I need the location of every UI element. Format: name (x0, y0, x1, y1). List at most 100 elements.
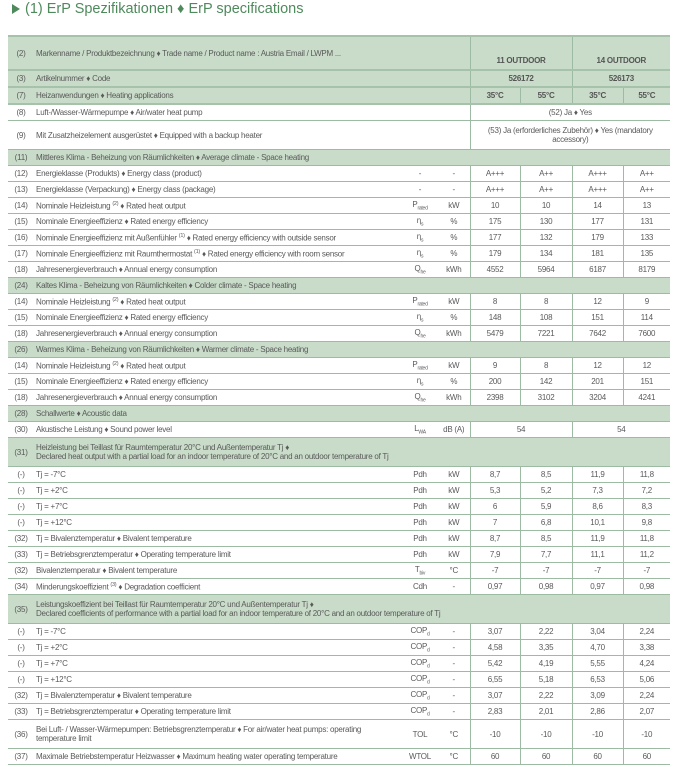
unit-cell: - (438, 687, 471, 704)
label-text: Mittleres Klima - Beheizung von Räumlich… (36, 153, 309, 162)
row-label: Bei Luft- / Wasser-Wärmepumpen: Betriebs… (34, 719, 402, 749)
row-number: (26) (8, 341, 34, 358)
label-text-en: ♦ Degradation coefficient (118, 582, 201, 592)
value-cell: 2,86 (571, 703, 624, 720)
symbol-cell: Qhe (402, 261, 438, 278)
unit-cell: °C (438, 748, 471, 765)
value-cell: 0,98 (519, 578, 573, 595)
row-number: (17) (8, 245, 34, 262)
value-cell: 7600 (622, 325, 671, 342)
symbol: - (418, 169, 422, 178)
footnote-ref: (1) (194, 248, 201, 255)
unit-cell: % (438, 309, 471, 326)
triangle-bullet-icon (12, 4, 20, 14)
label-line2: Declared heat output with a partial load… (36, 452, 389, 461)
label-text: Markenname / Produktbezeichnung ♦ Trade … (36, 48, 341, 58)
value-cell: 7221 (519, 325, 573, 342)
row-label: Tj = Betriebsgrenztemperatur ♦ Operating… (34, 546, 402, 563)
row-label: Mittleres Klima - Beheizung von Räumlich… (34, 149, 671, 166)
row-number: (33) (8, 546, 34, 563)
symbol-cell: TOL (402, 719, 438, 749)
symbol-subscript: d (427, 663, 430, 670)
value-cell: 35°C (571, 87, 624, 105)
row-label: Tj = +12°C (34, 514, 402, 531)
row-number: (14) (8, 293, 34, 310)
row-label: Warmes Klima - Beheizung von Räumlichkei… (34, 341, 671, 358)
value-cell: 8,3 (622, 498, 671, 515)
value-cell: 5479 (469, 325, 521, 342)
value-cell: 12 (571, 293, 624, 310)
symbol: COP (410, 625, 428, 635)
symbol: L (414, 423, 419, 433)
label-text: Maximale Betriebstemperatur Heizwasser ♦… (36, 752, 338, 761)
table-row: (32) Tj = Bivalenztemperatur ♦ Bivalent t… (8, 530, 671, 547)
value-cell: 8,7 (469, 530, 521, 547)
label-text: Nominale Energieeffizienz ♦ Rated energy… (36, 217, 209, 226)
value-cell: 0,97 (571, 578, 624, 595)
table-row: (18) Jahresenergieverbrauch ♦ Annual ener… (8, 325, 671, 342)
symbol-subscript: s (420, 317, 424, 324)
value-cell: 7,3 (571, 482, 624, 499)
value-cell: 181 (571, 245, 624, 262)
row-label: Jahresenergieverbrauch ♦ Annual energy c… (34, 389, 402, 406)
symbol-cell: Pdh (402, 482, 438, 499)
unit-cell: kW (438, 357, 471, 374)
symbol-cell: ηs (402, 213, 438, 230)
unit-cell: % (438, 229, 471, 246)
value-cell: 131 (622, 213, 671, 230)
value-cell: 142 (519, 373, 573, 390)
value-cell: 7642 (571, 325, 624, 342)
symbol-cell: ηs (402, 309, 438, 326)
value-cell: 114 (622, 309, 671, 326)
value-cell: 201 (571, 373, 624, 390)
value-cell: 8 (519, 293, 573, 310)
symbol-cell: COPd (402, 687, 438, 704)
value-cell: 60 (622, 748, 671, 765)
row-number: (2) (8, 36, 34, 71)
symbol-subscript: d (427, 647, 430, 654)
table-row: (18) Jahresenergieverbrauch ♦ Annual ener… (8, 389, 671, 406)
table-row: (16) Nominale Energieeffizienz mit Außenf… (8, 229, 671, 246)
row-label: Tj = +2°C (34, 482, 402, 499)
value-cell: 0,98 (622, 578, 671, 595)
unit-cell: kW (438, 514, 471, 531)
row-number: (-) (8, 466, 34, 483)
value-cell: 8179 (622, 261, 671, 278)
row-number: (18) (8, 389, 34, 406)
symbol: η (416, 375, 421, 385)
table-row: (-) Tj = -7°C Pdh kW 8,7 8,5 11,9 11,8 (8, 466, 671, 483)
symbol-subscript: d (427, 631, 430, 638)
row-label: Heizanwendungen ♦ Heating applications (34, 87, 471, 105)
row-number: (15) (8, 373, 34, 390)
section-row: (28) Schallwerte ♦ Acoustic data (8, 405, 671, 422)
symbol-cell: COPd (402, 623, 438, 640)
row-number: (-) (8, 655, 34, 672)
row-label: Akustische Leistung ♦ Sound power level (34, 421, 402, 438)
value-cell: 148 (469, 309, 521, 326)
value-cell: 8 (469, 293, 521, 310)
row-number: (12) (8, 165, 34, 182)
value-cell: 8,7 (469, 466, 521, 483)
symbol: Cdh (413, 582, 427, 591)
table-row: (14) Nominale Heizleistung (2) ♦ Rated he… (8, 357, 671, 374)
label-text-en: ♦ Rated energy efficiency with outside s… (186, 233, 336, 243)
symbol: Q (414, 327, 421, 337)
value-cell: 7,2 (622, 482, 671, 499)
row-label: Heizleistung bei Teillast für Raumtemper… (34, 437, 671, 467)
symbol-cell: Prated (402, 357, 438, 374)
value-cell: 11,1 (571, 546, 624, 563)
label-text: Tj = Betriebsgrenztemperatur ♦ Operating… (36, 707, 231, 716)
value-cell: 11,9 (571, 530, 624, 547)
value-cell: 3,07 (469, 623, 521, 640)
model-value: 54 (571, 421, 671, 438)
symbol: P (412, 199, 418, 209)
row-label: Tj = -7°C (34, 623, 402, 640)
unit-cell: - (438, 623, 471, 640)
row-number: (14) (8, 197, 34, 214)
label-text: Nominale Energieeffizienz mit Raumthermo… (36, 249, 193, 259)
label-text: Nominale Heizleistung (36, 297, 111, 307)
value-cell: 9 (469, 357, 521, 374)
table-row: (15) Nominale Energieeffizienz ♦ Rated en… (8, 373, 671, 390)
value-cell: 11,9 (571, 466, 624, 483)
symbol-cell: WTOL (402, 748, 438, 765)
